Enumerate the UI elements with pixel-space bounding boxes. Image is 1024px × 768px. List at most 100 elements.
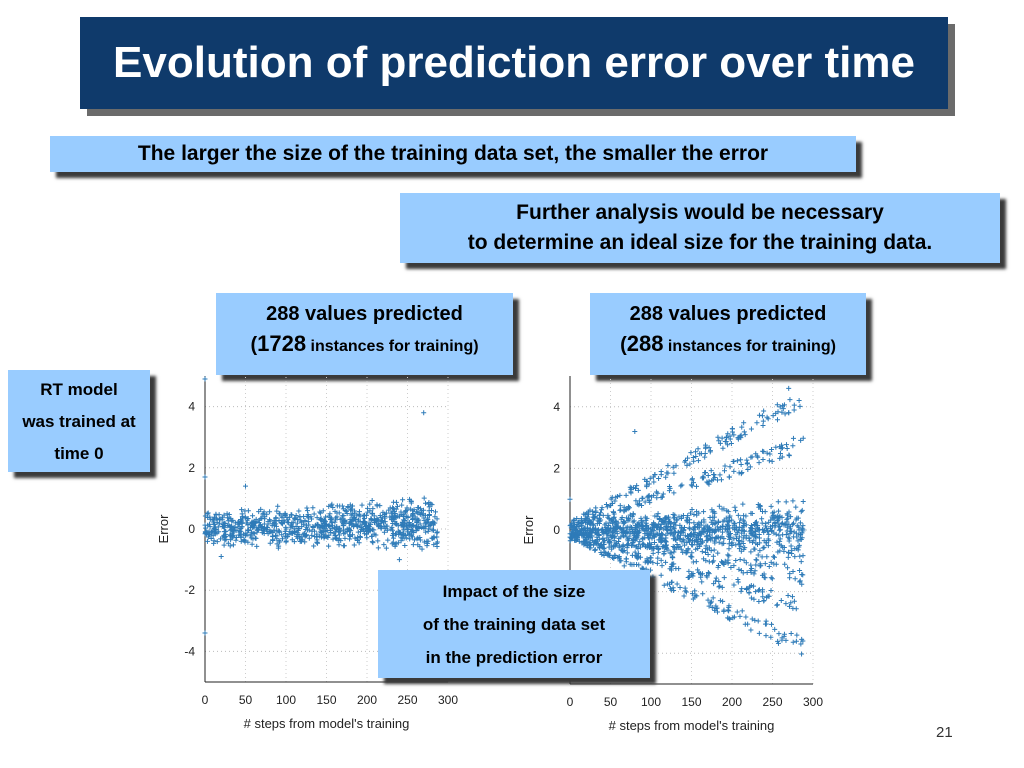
- data-point: [734, 530, 740, 536]
- data-point: [606, 552, 612, 558]
- data-point: [759, 554, 765, 560]
- data-point: [744, 457, 750, 463]
- data-point: [729, 517, 735, 523]
- data-point: [349, 506, 355, 512]
- data-point: [613, 494, 619, 500]
- data-point: [788, 514, 794, 520]
- data-point: [768, 575, 774, 581]
- data-point: [407, 536, 413, 542]
- data-point: [205, 510, 211, 516]
- data-point: [733, 508, 739, 514]
- y-axis-label: Error: [156, 514, 171, 544]
- data-point: [707, 535, 713, 541]
- data-point: [715, 434, 721, 440]
- callout-further-analysis: Further analysis would be necessary to d…: [400, 193, 1000, 263]
- data-point: [658, 537, 664, 543]
- data-point: [297, 535, 303, 541]
- data-point: [222, 533, 228, 539]
- data-point: [349, 517, 355, 523]
- data-point: [637, 539, 643, 545]
- data-point: [318, 522, 324, 528]
- data-point: [689, 476, 695, 482]
- data-point: [673, 537, 679, 543]
- data-point: [396, 557, 402, 563]
- data-point: [777, 538, 783, 544]
- data-point: [743, 614, 749, 620]
- data-point: [770, 512, 776, 518]
- data-point: [779, 514, 785, 520]
- chart-left: -4 -2 0 2 4 0 50 100 150 200 250 300 # steps from mo…: [156, 376, 458, 731]
- data-point: [671, 470, 677, 476]
- data-point: [355, 519, 361, 525]
- data-point: [362, 526, 368, 532]
- data-point: [250, 513, 256, 519]
- data-point: [786, 550, 792, 556]
- data-point: [658, 522, 664, 528]
- data-point: [390, 539, 396, 545]
- data-point: [630, 519, 636, 525]
- data-point: [574, 516, 580, 522]
- data-point: [683, 589, 689, 595]
- data-point: [341, 513, 347, 519]
- data-point: [334, 514, 340, 520]
- data-point: [777, 527, 783, 533]
- data-point: [228, 523, 234, 529]
- data-point: [695, 532, 701, 538]
- data-point: [744, 569, 750, 575]
- data-point: [399, 519, 405, 525]
- data-point: [221, 542, 227, 548]
- data-point: [644, 522, 650, 528]
- data-point: [721, 517, 727, 523]
- data-point: [780, 406, 786, 412]
- data-point: [736, 546, 742, 552]
- data-point: [318, 510, 324, 516]
- data-point: [425, 528, 431, 534]
- data-point: [694, 593, 700, 599]
- data-point: [208, 535, 214, 541]
- data-point: [596, 545, 602, 551]
- data-point: [726, 553, 732, 559]
- data-point: [575, 519, 581, 525]
- data-point: [598, 507, 604, 513]
- data-point: [417, 521, 423, 527]
- data-point: [797, 520, 803, 526]
- data-point: [396, 532, 402, 538]
- data-point: [211, 538, 217, 544]
- data-point: [760, 422, 766, 428]
- data-point: [663, 539, 669, 545]
- data-point: [370, 540, 376, 546]
- data-point: [623, 506, 629, 512]
- data-point: [733, 558, 739, 564]
- data-point: [419, 546, 425, 552]
- data-point: [790, 605, 796, 611]
- data-point: [616, 539, 622, 545]
- data-point: [689, 550, 695, 556]
- data-point: [738, 432, 744, 438]
- data-point: [210, 533, 216, 539]
- data-point: [250, 530, 256, 536]
- data-point: [259, 527, 265, 533]
- data-point: [662, 538, 668, 544]
- data-point: [775, 513, 781, 519]
- data-point: [677, 536, 683, 542]
- data-point: [644, 532, 650, 538]
- data-point: [737, 613, 743, 619]
- data-point: [798, 531, 804, 537]
- data-point: [707, 449, 713, 455]
- data-point: [703, 543, 709, 549]
- data-point: [355, 524, 361, 530]
- data-point: [681, 538, 687, 544]
- data-point: [784, 442, 790, 448]
- data-point: [785, 554, 791, 560]
- data-point: [403, 533, 409, 539]
- further-line-1: Further analysis would be necessary: [516, 201, 884, 224]
- impact-line-3: in the prediction error: [425, 648, 603, 667]
- data-point: [706, 445, 712, 451]
- data-point: [265, 521, 271, 527]
- data-point: [630, 485, 636, 491]
- data-point: [250, 536, 256, 542]
- data-point: [365, 505, 371, 511]
- data-point: [373, 532, 379, 538]
- data-point: [341, 543, 347, 549]
- data-point: [667, 585, 673, 591]
